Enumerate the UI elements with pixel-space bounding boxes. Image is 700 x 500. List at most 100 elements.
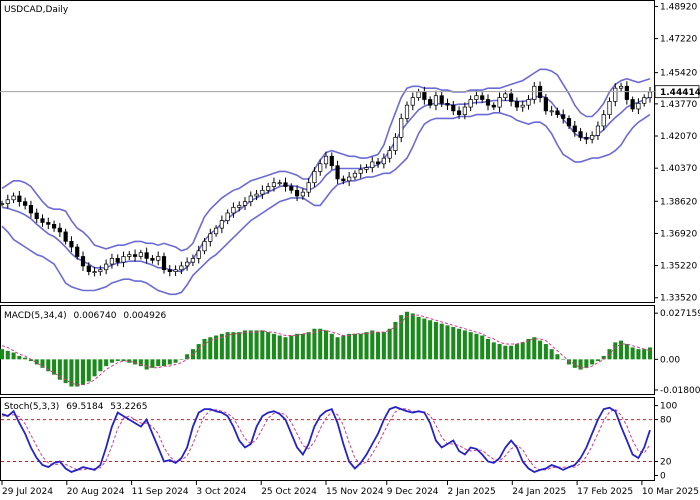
candle-body	[254, 193, 259, 197]
candle-body	[352, 172, 358, 178]
macd-bar	[474, 333, 479, 360]
candle-body	[294, 189, 300, 197]
macd-bar	[543, 344, 548, 360]
macd-bar	[260, 330, 265, 360]
stoch-header: Stoch(5,3,3) 69.5184 53.2265	[4, 402, 148, 412]
candle-body	[590, 135, 595, 140]
candle-body	[237, 205, 242, 208]
candle-body	[312, 171, 317, 184]
candle-body	[231, 206, 236, 214]
macd-bar	[289, 335, 294, 360]
candle-body	[283, 182, 288, 187]
candle-body	[104, 263, 109, 271]
macd-bar	[5, 350, 10, 360]
bollinger-lower-line	[1, 112, 651, 296]
macd-bar	[619, 340, 624, 360]
macd-bar	[34, 359, 39, 365]
macd-bar	[624, 344, 629, 360]
candle-body	[266, 186, 271, 191]
macd-bar	[11, 352, 16, 360]
macd-bar	[214, 335, 219, 360]
price-tick-label: 1.36920	[660, 229, 697, 239]
candle-body	[127, 254, 132, 257]
macd-bar	[219, 333, 224, 360]
macd-bar	[381, 332, 386, 360]
time-tick-label: 25 Oct 2024	[261, 487, 317, 497]
macd-bar	[376, 332, 381, 360]
candle-body	[520, 104, 525, 108]
candle-body	[647, 91, 653, 98]
candle-body	[219, 220, 224, 229]
macd-bar	[538, 340, 543, 360]
macd-tick-label: -0.018006	[660, 386, 700, 396]
candle-body	[341, 178, 346, 182]
macd-bar	[404, 311, 410, 360]
time-tick-label: 15 Nov 2024	[326, 487, 384, 497]
stoch-tick-label: 100	[660, 402, 677, 412]
macd-bar	[57, 359, 62, 380]
candle-body	[306, 182, 311, 193]
macd-bar	[422, 318, 427, 360]
stoch-tick-label: 20	[660, 458, 672, 468]
candle-body	[179, 265, 184, 271]
candle-body	[584, 136, 589, 140]
macd-bar	[80, 359, 86, 385]
candle-body	[80, 256, 86, 267]
macd-bar	[156, 359, 161, 367]
candle-body	[34, 212, 39, 220]
macd-bar	[231, 332, 236, 360]
candle-body	[5, 199, 10, 204]
macd-bar	[225, 332, 230, 360]
time-tick-label: 10 Mar 2025	[642, 487, 699, 497]
time-tick-label: 17 Feb 2025	[577, 487, 633, 497]
candle-body	[636, 102, 641, 110]
candle-body	[46, 222, 51, 225]
macd-bar	[485, 338, 491, 360]
candle-body	[69, 241, 74, 248]
candle-body	[156, 256, 161, 261]
stoch-lines	[1, 406, 651, 473]
macd-bar	[185, 354, 190, 360]
macd-bar	[445, 325, 450, 360]
candle-body	[358, 169, 363, 174]
candle-body	[410, 97, 415, 106]
macd-histogram	[0, 311, 653, 387]
candle-body	[300, 191, 305, 197]
price-candles	[0, 81, 653, 277]
macd-bar	[630, 347, 635, 360]
macd-bar	[566, 359, 572, 365]
macd-bar	[590, 359, 595, 365]
candle-body	[144, 252, 149, 259]
macd-bar	[399, 315, 404, 360]
candle-body	[503, 93, 508, 98]
candle-body	[566, 118, 572, 127]
price-tick-label: 1.33520	[660, 294, 697, 304]
candle-body	[347, 176, 352, 182]
macd-bar	[202, 338, 207, 360]
candle-body	[445, 102, 450, 106]
macd-bar	[127, 359, 132, 363]
candle-body	[242, 201, 248, 206]
candle-body	[23, 201, 28, 206]
candle-body	[86, 265, 91, 272]
macd-bar	[647, 347, 653, 360]
candle-body	[28, 205, 34, 214]
time-tick-label: 29 Jul 2024	[2, 487, 53, 497]
macd-bar	[451, 327, 456, 360]
macd-axis: 0.027159 0.00 -0.018006	[655, 309, 700, 396]
macd-bar	[549, 349, 554, 360]
candle-body	[613, 87, 618, 102]
macd-bar	[503, 345, 508, 360]
candle-body	[277, 182, 282, 185]
time-tick-label: 20 Aug 2024	[67, 487, 125, 497]
macd-bar	[109, 359, 114, 363]
macd-bar	[208, 337, 213, 360]
stoch-tick-label: 80	[660, 416, 672, 426]
candle-body	[642, 97, 647, 104]
stoch-k-value: 69.5184	[66, 402, 103, 412]
macd-bar	[364, 332, 369, 360]
candle-body	[370, 161, 375, 168]
macd-bar	[277, 335, 282, 360]
candle-body	[202, 241, 207, 252]
